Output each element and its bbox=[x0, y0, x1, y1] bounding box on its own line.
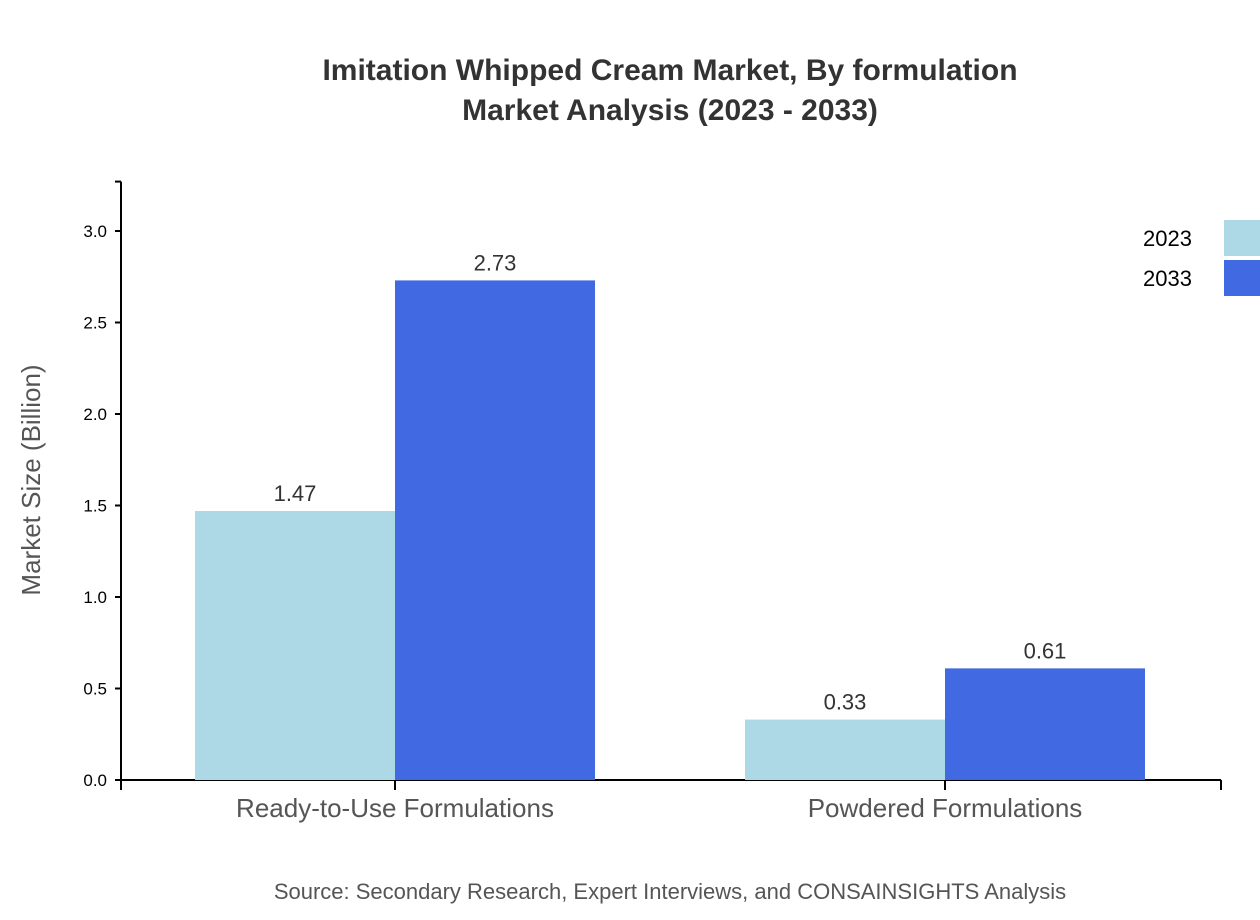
data-label: 0.61 bbox=[1024, 638, 1067, 663]
bar-2033 bbox=[395, 280, 595, 780]
x-tick-label: Ready-to-Use Formulations bbox=[236, 793, 554, 823]
y-tick-label: 1.5 bbox=[83, 497, 107, 516]
source-note: Source: Secondary Research, Expert Inter… bbox=[274, 879, 1066, 904]
chart-title: Imitation Whipped Cream Market, By formu… bbox=[322, 54, 1017, 87]
y-tick-label: 0.0 bbox=[83, 771, 107, 790]
bar-2023 bbox=[745, 719, 945, 780]
y-tick-label: 3.0 bbox=[83, 222, 107, 241]
chart-subtitle: Market Analysis (2023 - 2033) bbox=[462, 94, 878, 127]
bar-2033 bbox=[945, 668, 1145, 780]
y-tick-label: 0.5 bbox=[83, 680, 107, 699]
y-tick-label: 2.5 bbox=[83, 314, 107, 333]
y-tick-label: 1.0 bbox=[83, 588, 107, 607]
y-tick-label: 2.0 bbox=[83, 405, 107, 424]
data-label: 1.47 bbox=[274, 481, 317, 506]
legend-swatch-2033 bbox=[1224, 260, 1260, 296]
bar-2023 bbox=[195, 510, 395, 780]
legend-swatch-2023 bbox=[1224, 220, 1260, 256]
legend-label: 2023 bbox=[1143, 226, 1192, 251]
data-label: 2.73 bbox=[474, 250, 517, 275]
data-label: 0.33 bbox=[824, 690, 867, 715]
legend-label: 2033 bbox=[1143, 266, 1192, 291]
y-axis-label: Market Size (Billion) bbox=[16, 364, 46, 595]
x-tick-label: Powdered Formulations bbox=[808, 793, 1083, 823]
